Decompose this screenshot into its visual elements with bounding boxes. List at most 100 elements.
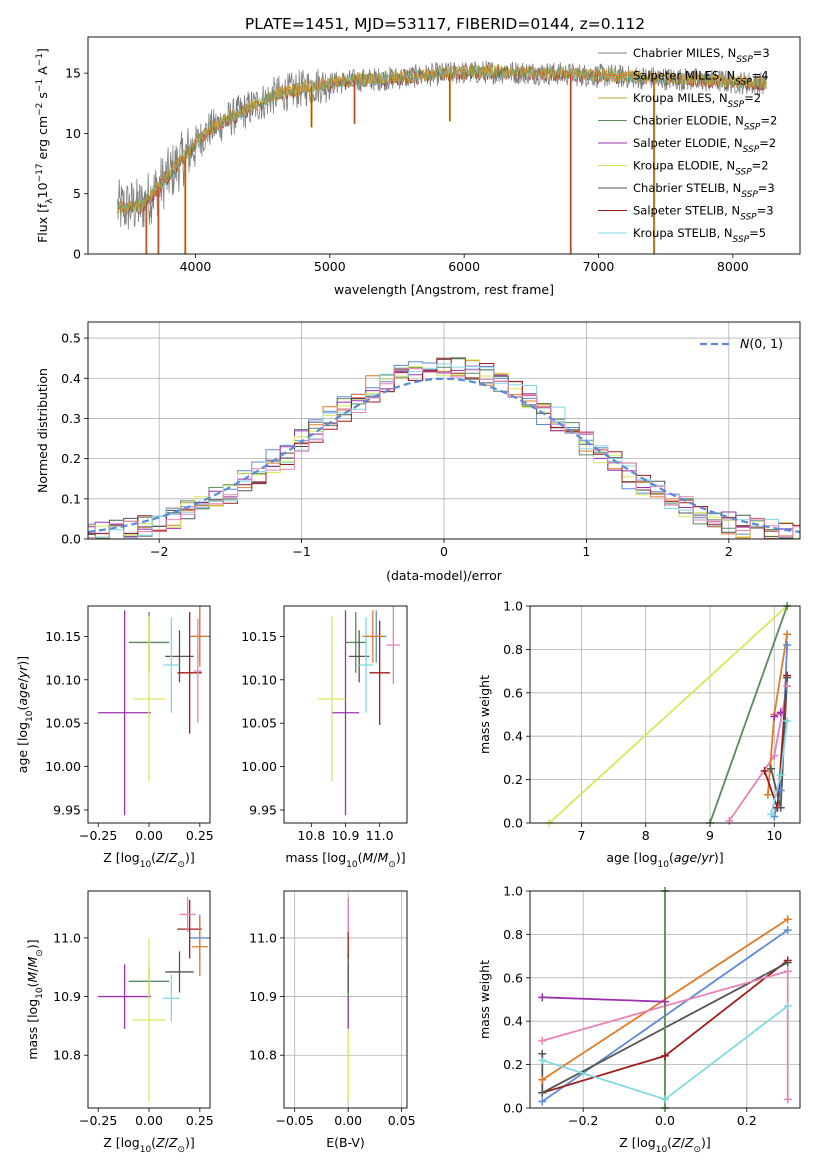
label-part: SSP <box>733 235 750 245</box>
label-part: ( <box>15 706 30 711</box>
x-tick-label: 8000 <box>717 259 749 274</box>
label-part: ( <box>358 850 363 865</box>
plot-area <box>548 606 788 823</box>
histogram-step <box>88 358 800 539</box>
label-part: M <box>25 972 40 983</box>
label-part: age <box>674 850 698 865</box>
label-part: Flux [f <box>35 203 50 243</box>
label-part: / <box>165 850 170 865</box>
series-marker <box>770 712 779 721</box>
errorbar-point <box>132 937 166 1103</box>
label-part: =3 <box>753 46 770 60</box>
x-tick-label: −0.05 <box>276 1113 314 1128</box>
label-part: M <box>25 956 40 967</box>
errorbar-point <box>331 610 360 816</box>
series-marker <box>783 630 792 639</box>
y-tick-label: 0.0 <box>503 816 523 831</box>
x-tick-label: −0.25 <box>79 828 117 843</box>
plot-area <box>98 896 210 1103</box>
label-part: −17 <box>35 163 45 182</box>
x-tick-label: 0.00 <box>135 828 163 843</box>
y-tick-label: 0.8 <box>503 927 523 942</box>
errorbar-point <box>177 899 202 959</box>
label-part: 10 <box>35 987 45 999</box>
series-line <box>548 606 788 823</box>
x-tick-label: −0.25 <box>79 1113 117 1128</box>
series-marker <box>661 997 669 1006</box>
x-tick-label: 0.00 <box>135 1113 163 1128</box>
errorbar-point <box>163 974 180 1022</box>
label-part: )] <box>25 939 40 949</box>
label-part: 10 <box>346 860 358 870</box>
y-tick-label: 10.8 <box>249 1048 277 1063</box>
label-part: Z <box>155 850 165 865</box>
label-part: Z [log <box>103 850 139 865</box>
legend-entry: Chabrier ELODIE, NSSP=2 <box>633 114 777 133</box>
y-tick-label: 0.0 <box>61 532 81 547</box>
x-tick-label: 0.00 <box>334 1113 362 1128</box>
normal-curve <box>88 377 800 534</box>
y-axis-label: Normed distribution <box>35 368 50 493</box>
label-part: age [log <box>606 850 657 865</box>
label-part: )] <box>714 850 724 865</box>
axes-frame <box>87 890 211 1109</box>
label-part: / <box>25 967 40 972</box>
series-marker <box>538 1049 547 1058</box>
errorbar-point <box>345 612 366 673</box>
histogram-step <box>88 359 800 539</box>
y-tick-label: 0.3 <box>61 411 81 426</box>
x-tick-label: 5000 <box>314 259 346 274</box>
x-tick-label: 10 <box>766 828 782 843</box>
label-part: s <box>35 92 50 103</box>
label-part: ] <box>35 48 50 53</box>
y-tick-label: 0.0 <box>503 1101 523 1116</box>
label-part: Z [log <box>103 1135 139 1150</box>
series-marker <box>783 717 792 726</box>
errorbar-point <box>369 620 390 725</box>
label-part: Z <box>168 850 178 865</box>
x-tick-label: 0.0 <box>655 1113 675 1128</box>
label-part: Z [log <box>619 1135 655 1150</box>
histogram-step <box>88 363 800 539</box>
errorbar-point <box>98 964 152 1029</box>
y-tick-label: 0.4 <box>61 371 81 386</box>
label-part: M <box>378 850 389 865</box>
label-part: SSP <box>740 213 757 223</box>
series-marker <box>776 803 785 812</box>
label-part: 10 <box>658 860 670 870</box>
series-marker <box>538 1036 547 1045</box>
y-tick-label: 5 <box>73 186 81 201</box>
label-part: M <box>363 850 374 865</box>
label-part: 10 <box>35 182 50 198</box>
label-part: =5 <box>749 226 766 240</box>
legend-entry: Kroupa STELIB, NSSP=5 <box>633 226 766 245</box>
y-tick-label: 0.4 <box>503 729 523 744</box>
errorbar-point <box>193 619 202 724</box>
label-part: Kroupa STELIB, N <box>633 226 733 240</box>
x-axis-label: wavelength [Angstrom, rest frame] <box>334 282 554 297</box>
label-part: 10 <box>656 1145 668 1155</box>
series-line <box>709 606 788 823</box>
y-axis-label: age [log10(age/yr)] <box>15 656 35 773</box>
series-marker <box>783 682 792 691</box>
y-tick-label: 0.2 <box>503 772 523 787</box>
y-tick-label: 1.0 <box>503 599 523 614</box>
x-tick-label: 0.2 <box>737 1113 757 1128</box>
label-part: Chabrier MILES, N <box>633 46 736 60</box>
label-part: −2 <box>35 103 45 116</box>
label-part: ⊙ <box>35 949 45 957</box>
label-part: (0, 1) <box>749 336 783 351</box>
label-part: ( <box>151 1135 156 1150</box>
chart-mass_vs_ebv: −0.05 0.00 0.05 10.8 10.9 11.0 E(B-V) <box>249 890 416 1150</box>
y-tick-label: 10.9 <box>53 989 81 1004</box>
errorbar-point <box>165 951 194 993</box>
y-tick-label: 11.0 <box>53 930 81 945</box>
series-marker <box>783 1095 792 1104</box>
y-tick-label: 1.0 <box>503 884 523 899</box>
x-tick-label: 4000 <box>180 259 212 274</box>
series-marker <box>538 1075 547 1084</box>
errorbar-point <box>132 616 166 782</box>
label-part: =4 <box>752 69 769 83</box>
plot-area <box>88 357 800 539</box>
label-part: age [log <box>15 722 30 773</box>
